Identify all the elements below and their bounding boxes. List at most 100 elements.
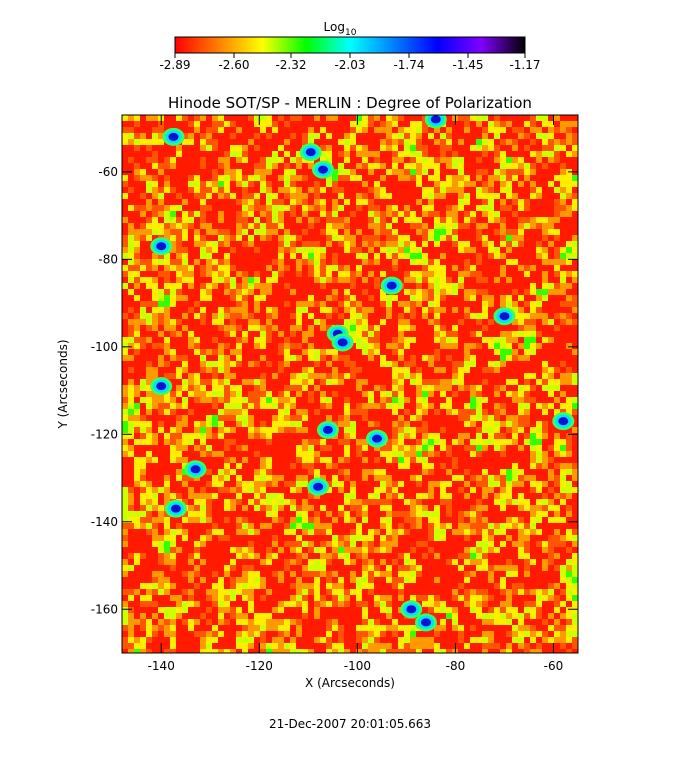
heatmap-cell	[554, 637, 560, 643]
heatmap-cell	[482, 127, 488, 133]
heatmap-cell	[170, 301, 176, 307]
heatmap-cell	[428, 511, 434, 517]
heatmap-cell	[122, 343, 128, 349]
heatmap-cell	[242, 313, 248, 319]
heatmap-cell	[362, 559, 368, 565]
heatmap-cell	[140, 421, 146, 427]
heatmap-cell	[368, 391, 374, 397]
heatmap-cell	[212, 127, 218, 133]
heatmap-cell	[434, 451, 440, 457]
heatmap-cell	[170, 373, 176, 379]
heatmap-cell	[470, 559, 476, 565]
heatmap-cell	[230, 331, 236, 337]
heatmap-cell	[146, 523, 152, 529]
heatmap-cell	[302, 499, 308, 505]
heatmap-cell	[488, 199, 494, 205]
heatmap-cell	[494, 391, 500, 397]
heatmap-cell	[170, 259, 176, 265]
heatmap-cell	[368, 295, 374, 301]
heatmap-cell	[386, 523, 392, 529]
heatmap-cell	[290, 421, 296, 427]
heatmap-cell	[194, 301, 200, 307]
heatmap-cell	[416, 247, 422, 253]
heatmap-cell	[572, 151, 578, 157]
heatmap-cell	[524, 205, 530, 211]
heatmap-cell	[242, 199, 248, 205]
heatmap-cell	[446, 211, 452, 217]
heatmap-cell	[296, 319, 302, 325]
heatmap-cell	[188, 475, 194, 481]
heatmap-cell	[170, 265, 176, 271]
heatmap-cell	[344, 493, 350, 499]
heatmap-cell	[482, 289, 488, 295]
heatmap-cell	[290, 427, 296, 433]
heatmap-cell	[452, 241, 458, 247]
heatmap-cell	[260, 421, 266, 427]
heatmap-cell	[212, 229, 218, 235]
heatmap-cell	[530, 331, 536, 337]
heatmap-cell	[206, 247, 212, 253]
heatmap-cell	[284, 625, 290, 631]
heatmap-cell	[254, 433, 260, 439]
heatmap-cell	[572, 553, 578, 559]
heatmap-cell	[158, 547, 164, 553]
heatmap-cell	[380, 601, 386, 607]
heatmap-cell	[206, 397, 212, 403]
heatmap-cell	[194, 187, 200, 193]
heatmap-cell	[140, 427, 146, 433]
heatmap-cell	[314, 385, 320, 391]
heatmap-cell	[194, 385, 200, 391]
heatmap-cell	[566, 511, 572, 517]
heatmap-cell	[182, 457, 188, 463]
heatmap-cell	[182, 439, 188, 445]
heatmap-cell	[290, 541, 296, 547]
heatmap-cell	[416, 475, 422, 481]
heatmap-cell	[560, 199, 566, 205]
heatmap-cell	[344, 169, 350, 175]
heatmap-cell	[248, 139, 254, 145]
heatmap-cell	[230, 415, 236, 421]
heatmap-cell	[164, 607, 170, 613]
heatmap-cell	[200, 541, 206, 547]
heatmap-cell	[428, 133, 434, 139]
heatmap-cell	[416, 637, 422, 643]
heatmap-cell	[290, 571, 296, 577]
heatmap-cell	[464, 313, 470, 319]
heatmap-cell	[302, 259, 308, 265]
heatmap-cell	[566, 445, 572, 451]
heatmap-cell	[470, 451, 476, 457]
heatmap-cell	[224, 385, 230, 391]
heatmap-cell	[386, 517, 392, 523]
heatmap-cell	[176, 601, 182, 607]
heatmap-cell	[218, 193, 224, 199]
heatmap-cell	[536, 193, 542, 199]
heatmap-cell	[134, 145, 140, 151]
heatmap-cell	[464, 247, 470, 253]
heatmap-cell	[158, 355, 164, 361]
heatmap-cell	[302, 511, 308, 517]
heatmap-cell	[494, 613, 500, 619]
heatmap-cell	[464, 511, 470, 517]
heatmap-cell	[212, 601, 218, 607]
heatmap-cell	[320, 559, 326, 565]
heatmap-cell	[344, 649, 350, 653]
patch-core	[499, 312, 510, 321]
heatmap-cell	[362, 349, 368, 355]
heatmap-cell	[536, 127, 542, 133]
heatmap-cell	[326, 571, 332, 577]
heatmap-cell	[152, 493, 158, 499]
heatmap-cell	[434, 313, 440, 319]
heatmap-cell	[470, 589, 476, 595]
heatmap-cell	[428, 493, 434, 499]
heatmap-cell	[254, 121, 260, 127]
heatmap-cell	[128, 595, 134, 601]
heatmap-cell	[524, 631, 530, 637]
heatmap-cell	[176, 283, 182, 289]
heatmap-cell	[452, 307, 458, 313]
heatmap-cell	[134, 439, 140, 445]
heatmap-cell	[374, 163, 380, 169]
heatmap-cell	[356, 445, 362, 451]
heatmap-cell	[170, 403, 176, 409]
heatmap-cell	[560, 319, 566, 325]
heatmap-cell	[404, 499, 410, 505]
